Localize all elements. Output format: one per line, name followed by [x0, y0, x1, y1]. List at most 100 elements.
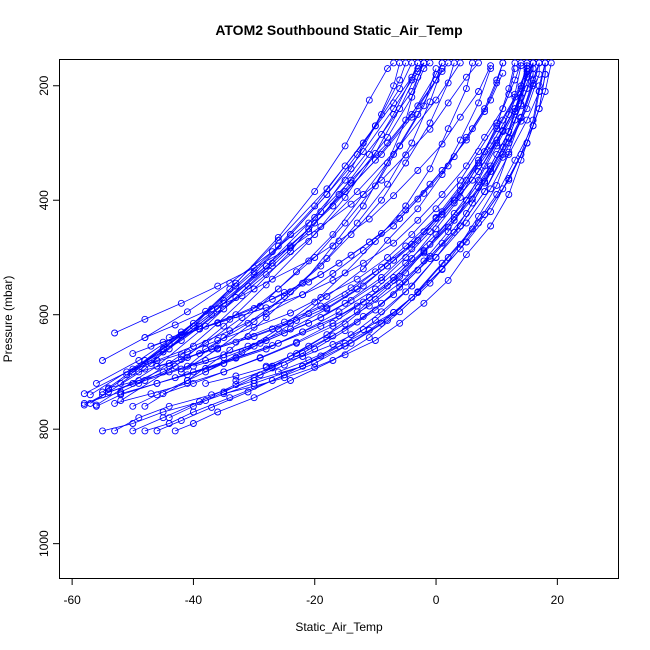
data-point — [317, 208, 325, 216]
data-point — [117, 397, 125, 405]
data-point — [238, 314, 246, 322]
data-point — [347, 200, 355, 208]
series-52 — [262, 67, 531, 370]
data-point — [165, 345, 173, 353]
data-point — [408, 255, 416, 263]
data-point — [189, 342, 197, 350]
data-point — [262, 310, 270, 318]
data-point — [390, 192, 398, 200]
data-point — [129, 427, 137, 435]
data-point — [287, 248, 294, 256]
data-point — [329, 270, 337, 277]
data-point — [287, 231, 294, 239]
data-point — [153, 427, 161, 435]
data-point — [432, 205, 440, 213]
data-point — [141, 365, 149, 373]
data-point — [171, 362, 179, 370]
data-point — [268, 275, 276, 283]
series-8 — [117, 65, 531, 398]
data-point — [517, 114, 525, 122]
data-point — [462, 85, 470, 93]
data-point — [329, 242, 337, 250]
data-point — [432, 225, 440, 233]
data-point — [493, 122, 501, 130]
data-point — [92, 401, 100, 409]
data-point — [462, 133, 470, 141]
data-point — [238, 292, 246, 300]
series-line — [223, 62, 546, 395]
data-point — [365, 294, 373, 301]
data-point — [438, 65, 446, 73]
data-point — [505, 134, 513, 142]
data-point — [426, 240, 434, 248]
data-point — [347, 296, 355, 304]
data-point — [220, 299, 228, 307]
data-point — [414, 205, 422, 213]
data-point — [353, 219, 361, 227]
data-point — [323, 255, 331, 263]
data-point — [444, 79, 452, 87]
data-point — [341, 351, 349, 359]
data-point — [238, 348, 246, 356]
data-point — [135, 414, 143, 422]
data-point — [384, 65, 391, 73]
data-point — [487, 168, 495, 176]
data-point — [402, 288, 410, 296]
data-point — [499, 105, 507, 113]
data-point — [323, 292, 331, 300]
series-44 — [105, 59, 410, 393]
data-point — [420, 247, 428, 255]
data-point — [420, 102, 428, 110]
data-point — [384, 316, 391, 324]
data-point — [305, 257, 313, 265]
series-line — [278, 62, 534, 373]
data-point — [432, 76, 440, 84]
data-point — [468, 125, 476, 133]
data-point — [438, 191, 446, 198]
data-point — [274, 339, 282, 347]
data-point — [481, 211, 489, 218]
data-point — [202, 379, 210, 387]
data-point — [517, 156, 525, 164]
data-point — [438, 171, 446, 178]
data-point — [487, 185, 495, 193]
data-point — [256, 354, 264, 362]
data-point — [505, 175, 513, 182]
data-point — [129, 350, 137, 358]
series-line — [120, 68, 528, 395]
series-38 — [80, 59, 458, 407]
data-point — [450, 216, 458, 224]
data-point — [177, 368, 185, 376]
data-point — [390, 291, 398, 299]
data-point — [378, 299, 385, 307]
data-point — [426, 255, 434, 263]
data-point — [196, 398, 203, 406]
data-point — [317, 262, 325, 270]
data-point — [444, 125, 452, 133]
data-point — [396, 319, 404, 327]
series-line — [138, 62, 401, 384]
data-point — [299, 291, 307, 299]
data-point — [153, 379, 161, 387]
data-point — [202, 357, 210, 364]
data-point — [432, 215, 440, 222]
data-point — [202, 368, 210, 376]
series-line — [144, 62, 546, 432]
data-point — [438, 167, 446, 174]
data-point — [202, 345, 210, 353]
data-point — [414, 216, 422, 224]
data-point — [335, 259, 343, 267]
data-point — [293, 316, 300, 324]
x-tick-label: 0 — [433, 593, 440, 607]
data-point — [535, 88, 543, 95]
series-line — [132, 68, 491, 407]
data-point — [353, 150, 361, 158]
data-point — [371, 295, 379, 303]
data-point — [408, 231, 416, 239]
data-point — [456, 193, 464, 201]
x-axis: -60 -40 -20 0 20 — [63, 578, 564, 607]
data-point — [365, 302, 373, 310]
data-point — [111, 329, 119, 337]
data-point — [86, 399, 94, 407]
data-point — [171, 321, 179, 329]
